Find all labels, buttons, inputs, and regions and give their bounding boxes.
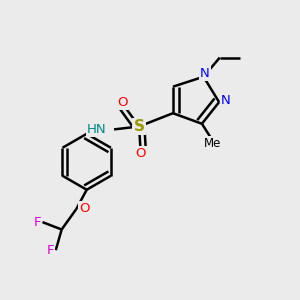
Text: O: O [79,202,90,215]
Text: N: N [200,67,210,80]
Text: F: F [34,216,41,229]
Text: S: S [134,119,145,134]
Text: N: N [221,94,230,107]
Text: HN: HN [87,123,107,136]
Text: F: F [47,244,54,256]
Text: Me: Me [204,137,221,150]
Text: O: O [135,147,146,160]
Text: O: O [117,96,128,110]
